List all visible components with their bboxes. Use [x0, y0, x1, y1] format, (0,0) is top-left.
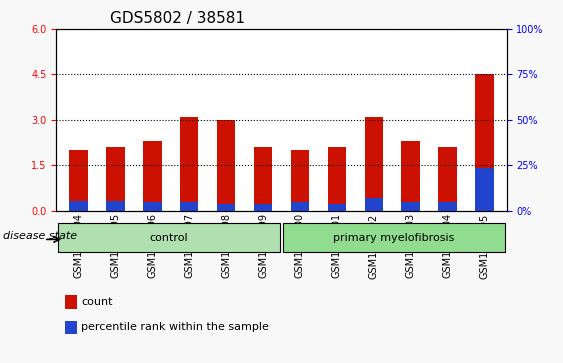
Bar [401, 202, 420, 211]
Bar [291, 150, 309, 211]
Text: disease state: disease state [3, 231, 78, 241]
Bar [439, 147, 457, 211]
FancyBboxPatch shape [58, 223, 280, 253]
Bar [475, 168, 494, 211]
Bar [217, 120, 235, 211]
Text: percentile rank within the sample: percentile rank within the sample [81, 322, 269, 333]
Bar [69, 201, 88, 211]
FancyBboxPatch shape [283, 223, 505, 253]
Bar [401, 141, 420, 211]
Bar [475, 74, 494, 211]
Bar [439, 202, 457, 211]
Bar [254, 204, 272, 211]
Bar [106, 201, 124, 211]
Bar [217, 204, 235, 211]
Text: primary myelofibrosis: primary myelofibrosis [333, 233, 455, 243]
Bar [69, 150, 88, 211]
Text: count: count [81, 297, 113, 307]
Bar [143, 141, 162, 211]
Bar [254, 147, 272, 211]
Text: control: control [150, 233, 188, 243]
Bar [65, 295, 77, 309]
Bar [65, 321, 77, 334]
Bar [106, 147, 124, 211]
Bar [365, 117, 383, 211]
Bar [180, 117, 198, 211]
Bar [180, 202, 198, 211]
Bar [291, 202, 309, 211]
Text: GDS5802 / 38581: GDS5802 / 38581 [110, 12, 245, 26]
Bar [328, 204, 346, 211]
Bar [143, 202, 162, 211]
Bar [365, 199, 383, 211]
Bar [328, 147, 346, 211]
